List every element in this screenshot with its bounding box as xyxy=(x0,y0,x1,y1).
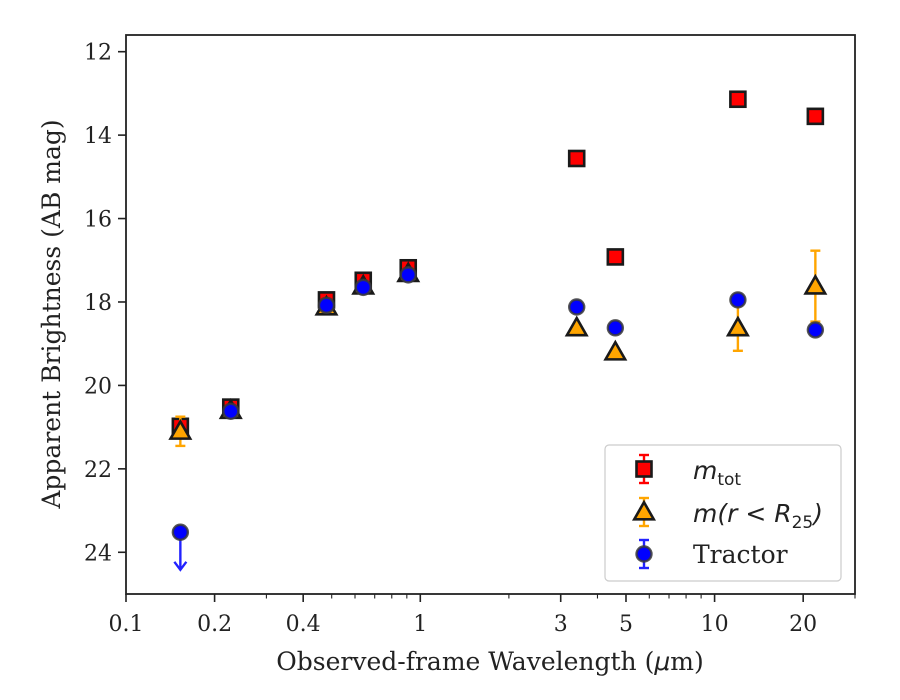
legend-box xyxy=(604,444,842,582)
axis-ticks: 0.1 0.2 0.4 1 3 5 10 20 12 14 16 18 20 22 24 xyxy=(84,41,817,637)
x-tick-label-3: 1 xyxy=(413,612,427,637)
y-tick-label-2: 16 xyxy=(84,208,112,233)
legend-entry-mr25: m(r < R25) xyxy=(631,496,823,533)
y-tick-label-5: 22 xyxy=(84,458,112,483)
y-tick-label-3: 18 xyxy=(84,291,112,316)
legend: mtot m(r < R25) Tractor xyxy=(604,444,842,582)
point-tractor-4 xyxy=(399,266,417,284)
point-tractor-8 xyxy=(806,321,825,339)
legend-label-mtot: mtot xyxy=(693,456,741,490)
point-tractor-6 xyxy=(606,319,625,337)
x-axis-label-part-2: μ xyxy=(653,647,670,676)
point-tractor-1 xyxy=(222,402,240,420)
plot-frame xyxy=(125,34,856,595)
point-mtot-7 xyxy=(729,90,747,109)
x-tick-label-0: 0.1 xyxy=(109,612,144,637)
y-tick-label-1: 14 xyxy=(84,124,112,149)
point-tractor-3 xyxy=(354,278,372,297)
legend-mtot-main: m xyxy=(693,456,717,485)
legend-mr25-prefix: m(r < R xyxy=(693,499,792,528)
point-tractor-2 xyxy=(317,296,336,315)
legend-marker-tractor xyxy=(635,545,653,563)
x-tick-label-2: 0.4 xyxy=(286,612,321,637)
y-tick-label-4: 20 xyxy=(84,374,112,399)
legend-label-mr25: m(r < R25) xyxy=(693,499,823,533)
legend-mr25-suffix: ) xyxy=(811,499,823,528)
legend-swatch-tractor xyxy=(635,538,653,570)
x-tick-label-4: 3 xyxy=(554,612,568,637)
point-mtot-5 xyxy=(567,149,586,168)
point-tractor-0-limit-arrow xyxy=(173,561,188,572)
legend-marker-mr25 xyxy=(631,499,657,521)
series-mr25 xyxy=(168,249,828,448)
x-tick-label-5: 5 xyxy=(619,612,633,637)
point-tractor-5 xyxy=(568,298,586,316)
x-tick-label-6: 10 xyxy=(701,612,729,637)
legend-swatch-mr25 xyxy=(631,496,657,528)
legend-marker-mtot xyxy=(635,460,653,478)
point-mr25-8 xyxy=(803,273,828,295)
x-tick-label-1: 0.2 xyxy=(197,612,232,637)
x-tick-label-7: 20 xyxy=(789,612,817,637)
data-points xyxy=(168,90,828,572)
point-tractor-7 xyxy=(729,291,747,309)
point-mr25-6 xyxy=(603,339,628,361)
x-axis-label-part-3: m) xyxy=(670,647,703,676)
point-mr25-5 xyxy=(564,315,589,337)
point-mtot-8 xyxy=(806,107,825,126)
series-mtot xyxy=(171,90,825,436)
y-axis-label: Apparent Brightness (AB mag) xyxy=(37,119,66,509)
y-tick-label-6: 24 xyxy=(84,541,112,566)
x-axis-label-part-1: Observed-frame Wavelength ( xyxy=(276,647,654,676)
legend-swatch-mtot xyxy=(635,453,653,485)
legend-mr25-sub: 25 xyxy=(792,513,814,533)
y-tick-label-0: 12 xyxy=(84,41,112,66)
legend-mtot-sub: tot xyxy=(717,470,741,490)
legend-entry-tractor: Tractor xyxy=(635,538,788,570)
point-mr25-0 xyxy=(168,418,193,440)
series-tractor xyxy=(171,266,825,572)
legend-entry-mtot: mtot xyxy=(635,453,741,490)
point-mtot-6 xyxy=(606,248,625,266)
legend-label-tractor: Tractor xyxy=(693,540,788,569)
point-tractor-0 xyxy=(171,523,190,541)
x-axis-label: Observed-frame Wavelength (μm) xyxy=(276,647,703,676)
point-mr25-7 xyxy=(725,315,750,337)
